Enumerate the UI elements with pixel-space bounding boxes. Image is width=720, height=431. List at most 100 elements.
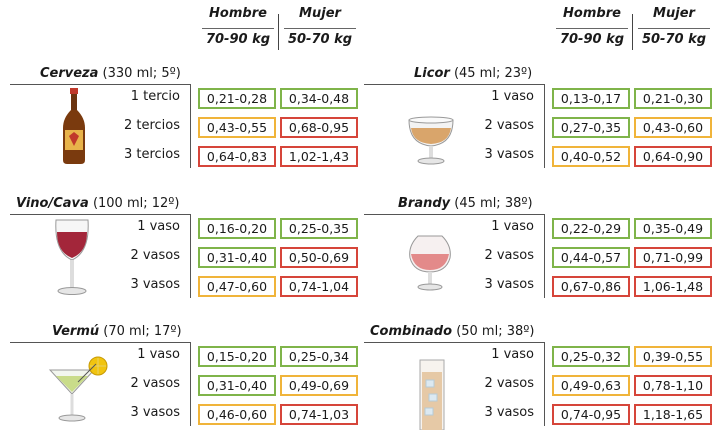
highball-glass-icon: [419, 359, 445, 430]
header-separator: [278, 14, 279, 50]
divider: [10, 342, 190, 343]
header-hombre-weight: 70-90 kg: [559, 32, 625, 47]
brandy-glass-icon: [409, 235, 451, 291]
beer-bottle-icon: [63, 88, 85, 164]
drink-name: Vino/Cava: [16, 196, 89, 211]
header-hombre: Hombre: [209, 6, 267, 21]
drink-detail: (45 ml; 23º): [453, 66, 533, 81]
drink-detail: (330 ml; 5º): [102, 66, 181, 81]
section-title: Vermú (70 ml; 17º): [52, 324, 182, 339]
bac-cell-mujer: 0,64-0,90: [634, 146, 712, 167]
row-label: 2 vasos: [130, 376, 180, 391]
header-underline: [284, 28, 356, 29]
bac-cell-mujer: 0,50-0,69: [280, 247, 358, 268]
row-label: 3 tercios: [123, 147, 180, 162]
section-title: Vino/Cava (100 ml; 12º): [16, 196, 179, 211]
bac-cell-mujer: 0,74-1,03: [280, 404, 358, 425]
row-label: 1 vaso: [491, 89, 534, 104]
divider: [10, 84, 190, 85]
bac-cell-mujer: 1,02-1,43: [280, 146, 358, 167]
bac-cell-mujer: 0,35-0,49: [634, 218, 712, 239]
section-brandy: Brandy (45 ml; 38º) 1 vaso 2 vasos 3 vas…: [364, 192, 714, 302]
bac-cell-hombre: 0,15-0,20: [198, 346, 276, 367]
section-combinado: Combinado (50 ml; 38º) 1 vaso 2 vasos 3 …: [364, 320, 714, 430]
divider: [364, 214, 544, 215]
header-mujer-weight: 50-70 kg: [641, 32, 707, 47]
row-label: 1 vaso: [137, 219, 180, 234]
divider: [10, 214, 190, 215]
section-vino-cava: Vino/Cava (100 ml; 12º) 1 vaso 2 vasos 3…: [10, 192, 360, 302]
drink-name: Licor: [414, 66, 450, 81]
row-label: 3 vasos: [130, 277, 180, 292]
bac-cell-mujer: 0,78-1,10: [634, 375, 712, 396]
bac-cell-hombre: 0,40-0,52: [552, 146, 630, 167]
bac-cell-mujer: 0,74-1,04: [280, 276, 358, 297]
bac-cell-mujer: 1,18-1,65: [634, 404, 712, 425]
bac-cell-hombre: 0,43-0,55: [198, 117, 276, 138]
row-label: 3 vasos: [484, 405, 534, 420]
martini-glass-icon: [48, 356, 108, 422]
section-title: Licor (45 ml; 23º): [414, 66, 532, 81]
bac-cell-hombre: 0,16-0,20: [198, 218, 276, 239]
bac-cell-mujer: 0,25-0,35: [280, 218, 358, 239]
bac-cell-mujer: 0,34-0,48: [280, 88, 358, 109]
section-title: Cerveza (330 ml; 5º): [40, 66, 181, 81]
header-hombre-weight: 70-90 kg: [205, 32, 271, 47]
drink-name: Brandy: [398, 196, 451, 211]
drink-detail: (45 ml; 38º): [454, 196, 533, 211]
divider: [190, 342, 191, 426]
bac-cell-hombre: 0,64-0,83: [198, 146, 276, 167]
liqueur-glass-icon: [408, 116, 454, 165]
divider: [364, 342, 544, 343]
header-mujer: Mujer: [653, 6, 695, 21]
row-label: 2 vasos: [484, 248, 534, 263]
bac-cell-mujer: 0,39-0,55: [634, 346, 712, 367]
row-label: 1 vaso: [491, 347, 534, 362]
bac-cell-hombre: 0,46-0,60: [198, 404, 276, 425]
row-label: 3 vasos: [130, 405, 180, 420]
bac-cell-hombre: 0,49-0,63: [552, 375, 630, 396]
header-hombre: Hombre: [563, 6, 621, 21]
bac-cell-hombre: 0,22-0,29: [552, 218, 630, 239]
header-underline: [556, 28, 628, 29]
row-label: 2 vasos: [130, 248, 180, 263]
bac-cell-mujer: 0,71-0,99: [634, 247, 712, 268]
header-mujer: Mujer: [299, 6, 341, 21]
divider: [544, 84, 545, 168]
divider: [544, 342, 545, 426]
bac-cell-hombre: 0,47-0,60: [198, 276, 276, 297]
header-mujer-weight: 50-70 kg: [287, 32, 353, 47]
divider: [544, 214, 545, 298]
header-separator: [632, 14, 633, 50]
row-label: 1 vaso: [137, 347, 180, 362]
bac-cell-hombre: 0,44-0,57: [552, 247, 630, 268]
section-licor: Licor (45 ml; 23º) 1 vaso 2 vasos 3 vaso…: [364, 62, 714, 172]
drink-name: Cerveza: [40, 66, 99, 81]
bac-cell-hombre: 0,27-0,35: [552, 117, 630, 138]
bac-cell-hombre: 0,13-0,17: [552, 88, 630, 109]
row-label: 3 vasos: [484, 147, 534, 162]
drink-detail: (100 ml; 12º): [92, 196, 180, 211]
bac-cell-hombre: 0,25-0,32: [552, 346, 630, 367]
bac-cell-mujer: 0,49-0,69: [280, 375, 358, 396]
row-label: 1 tercio: [130, 89, 180, 104]
bac-cell-hombre: 0,31-0,40: [198, 247, 276, 268]
row-label: 3 vasos: [484, 277, 534, 292]
drink-detail: (70 ml; 17º): [103, 324, 182, 339]
row-label: 2 vasos: [484, 376, 534, 391]
section-vermu: Vermú (70 ml; 17º) 1 vaso 2 vasos 3 vaso…: [10, 320, 360, 430]
header-underline: [638, 28, 710, 29]
bac-cell-hombre: 0,21-0,28: [198, 88, 276, 109]
divider: [190, 214, 191, 298]
section-cerveza: Cerveza (330 ml; 5º) 1 tercio 2 tercios …: [10, 62, 360, 172]
section-title: Brandy (45 ml; 38º): [398, 196, 533, 211]
header-underline: [202, 28, 274, 29]
bac-cell-mujer: 0,43-0,60: [634, 117, 712, 138]
bac-cell-hombre: 0,31-0,40: [198, 375, 276, 396]
section-title: Combinado (50 ml; 38º): [370, 324, 534, 339]
divider: [190, 84, 191, 168]
drink-name: Combinado: [370, 324, 453, 339]
drink-detail: (50 ml; 38º): [456, 324, 535, 339]
bac-cell-mujer: 1,06-1,48: [634, 276, 712, 297]
bac-cell-hombre: 0,74-0,95: [552, 404, 630, 425]
